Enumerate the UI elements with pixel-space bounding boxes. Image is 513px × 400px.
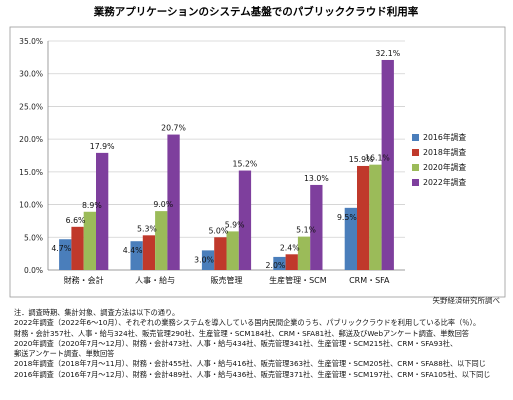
- legend-swatch: [412, 179, 419, 186]
- note-line: 注．調査時期、集計対象、調査方法は以下の通り。: [14, 308, 180, 317]
- chart-title: 業務アプリケーションのシステム基盤でのパブリッククラウド利用率: [93, 5, 419, 18]
- data-label: 5.1%: [296, 226, 316, 235]
- data-label: 5.9%: [225, 220, 245, 229]
- bar: [310, 184, 323, 270]
- note-line: 2016年調査（2016年7月～12月）、財務・会計489社、人事・給与436社…: [14, 369, 491, 379]
- x-tick-label: CRM・SFA: [349, 276, 390, 285]
- bar: [273, 256, 286, 270]
- note-line: 2018年調査（2018年7月～11月）、財務・会計455社、人事・給与416社…: [14, 359, 486, 369]
- data-label: 16.1%: [365, 154, 390, 163]
- data-label: 17.9%: [90, 142, 115, 151]
- bar: [214, 237, 227, 270]
- bar: [83, 211, 96, 270]
- legend-label: 2018年調査: [423, 147, 466, 157]
- data-label: 4.4%: [123, 246, 143, 255]
- data-label: 20.7%: [161, 124, 186, 133]
- y-tick-label: 35.0%: [19, 37, 43, 46]
- bar: [297, 236, 311, 270]
- x-tick-label: 財務・会計: [64, 275, 104, 285]
- legend-swatch: [412, 134, 419, 141]
- data-label: 9.5%: [337, 213, 357, 222]
- legend-swatch: [412, 164, 419, 171]
- x-tick-label: 販売管理: [211, 275, 243, 285]
- data-label: 4.7%: [51, 244, 71, 253]
- bar: [71, 226, 84, 270]
- note-line: 2020年調査（2020年7月～12月）、財務・会計473社、人事・給与434社…: [14, 338, 458, 348]
- plot-border: [9, 26, 506, 298]
- y-tick-label: 5.0%: [24, 233, 43, 242]
- data-label: 3.0%: [194, 255, 214, 264]
- x-axis-labels: 財務・会計 人事・給与 販売管理 生産管理・SCM CRM・SFA: [64, 275, 390, 285]
- note-line: 郵送アンケート調査、単数回答: [14, 349, 115, 359]
- data-label: 2.4%: [280, 243, 300, 252]
- legend-label: 2022年調査: [423, 177, 466, 187]
- x-tick-label: 生産管理・SCM: [269, 275, 327, 285]
- data-label: 2.0%: [266, 261, 286, 270]
- bar: [381, 59, 394, 270]
- data-label: 13.0%: [304, 174, 329, 183]
- y-tick-label: 20.0%: [19, 135, 43, 144]
- bar: [369, 164, 382, 270]
- y-tick-label: 10.0%: [19, 201, 43, 210]
- y-tick-label: 15.0%: [19, 168, 43, 177]
- bar: [357, 165, 370, 270]
- data-label: 32.1%: [375, 49, 400, 58]
- survey-notes: 注．調査時期、集計対象、調査方法は以下の通り。 2022年調査（2022年6～1…: [14, 308, 509, 380]
- data-label: 6.6%: [66, 216, 86, 225]
- bar: [96, 152, 109, 270]
- y-tick-label: 25.0%: [19, 102, 43, 111]
- legend-swatch: [412, 149, 419, 156]
- data-label: 5.3%: [137, 224, 157, 233]
- data-label: 5.0%: [208, 226, 228, 235]
- x-tick-label: 人事・給与: [135, 275, 175, 285]
- data-label: 15.2%: [233, 160, 258, 169]
- source-note: 矢野経済研究所調べ: [432, 296, 501, 305]
- bar: [142, 235, 156, 270]
- legend-label: 2020年調査: [423, 162, 466, 172]
- bar: [130, 241, 143, 270]
- bar-series: [59, 59, 394, 270]
- bar: [226, 231, 239, 270]
- data-labels: 4.7% 4.4% 3.0% 2.0% 9.5% 6.6% 5.3% 5.0% 2.4% 15.9…: [51, 49, 400, 270]
- legend: 2016年調査 2018年調査 2020年調査 2022年調査: [412, 132, 466, 187]
- note-line: 2022年調査（2022年6～10月）、それぞれの業務システムを導入している国内…: [14, 318, 481, 328]
- data-label: 9.0%: [153, 200, 173, 209]
- data-label: 15.9%: [349, 155, 374, 164]
- note-line: 財務・会計357社、人事・給与324社、販売管理290社、生産管理・SCM184…: [14, 328, 469, 338]
- legend-label: 2016年調査: [423, 132, 466, 142]
- y-axis-ticks: 0.0% 5.0% 10.0% 15.0% 20.0% 25.0% 30.0% 35.0%: [19, 37, 43, 275]
- bar: [344, 207, 357, 270]
- bar: [285, 254, 298, 270]
- y-tick-label: 0.0%: [24, 266, 43, 275]
- data-label: 8.9%: [82, 201, 102, 210]
- bar: [167, 134, 180, 270]
- bar: [59, 239, 72, 270]
- bar: [238, 170, 252, 270]
- bar: [155, 211, 168, 270]
- bar: [201, 250, 215, 270]
- y-tick-label: 30.0%: [19, 70, 43, 79]
